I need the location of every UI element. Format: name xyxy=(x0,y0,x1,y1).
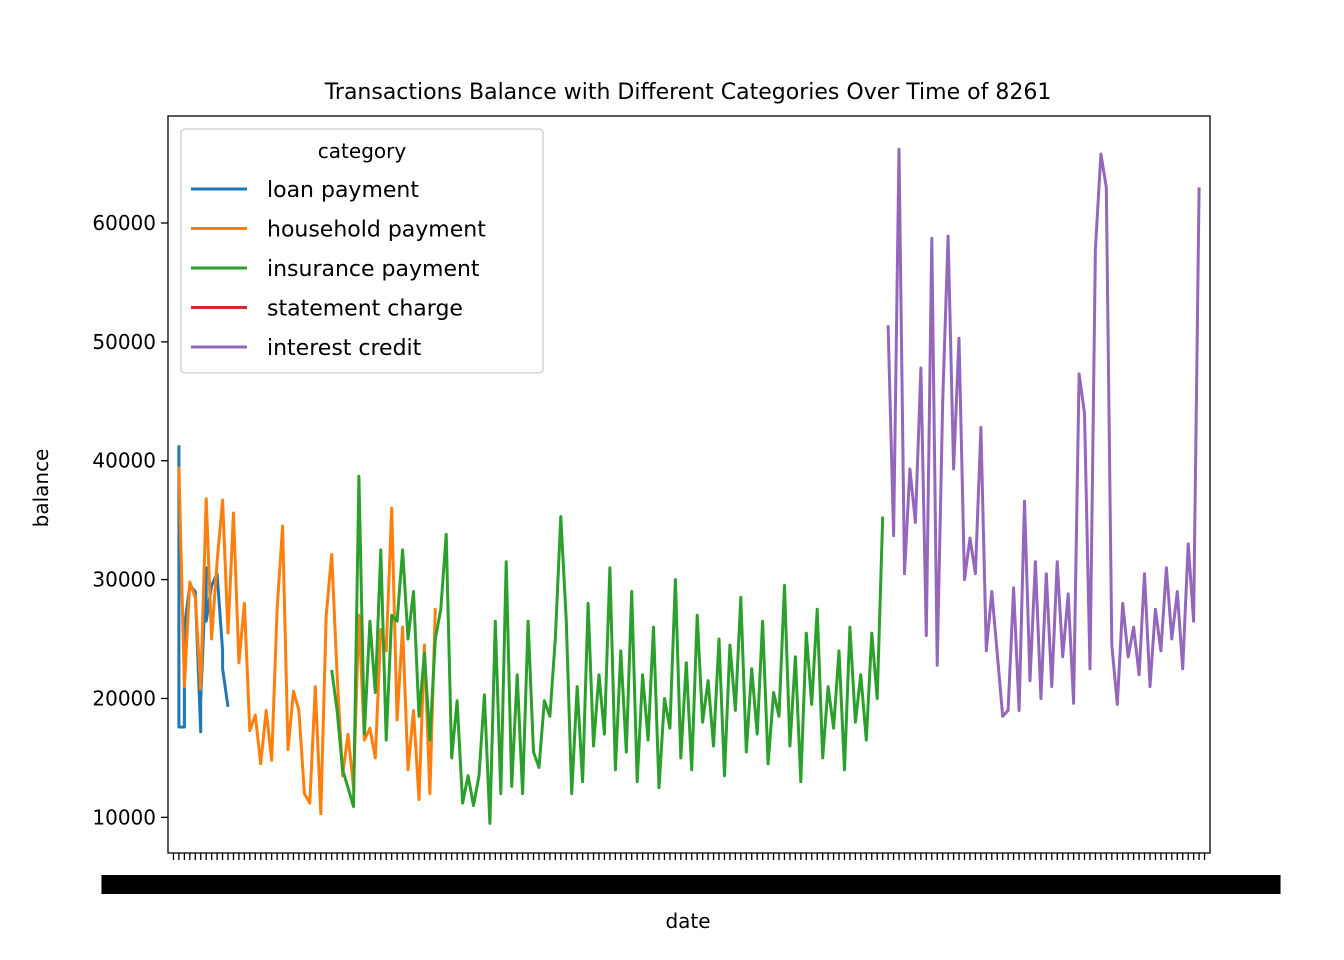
legend-label: insurance payment xyxy=(267,257,480,282)
legend-label: household payment xyxy=(267,218,486,243)
series-line xyxy=(330,474,885,825)
x-tick-label-band xyxy=(101,875,1281,894)
y-tick-label: 10000 xyxy=(92,805,156,829)
legend: category loan payment household payment in… xyxy=(180,128,544,374)
series-line xyxy=(177,445,230,734)
legend-entries: loan payment household payment insurance p… xyxy=(191,178,486,361)
y-tick-label: 60000 xyxy=(92,211,156,235)
x-tick-marks xyxy=(172,853,1206,860)
legend-box xyxy=(180,128,544,374)
series-layer xyxy=(177,147,1201,825)
x-tick-labels-overlap xyxy=(101,875,1281,894)
legend-label: interest credit xyxy=(267,336,422,361)
y-tick-label: 30000 xyxy=(92,568,156,592)
legend-label: loan payment xyxy=(267,178,419,203)
axes-frame xyxy=(167,115,1211,854)
series-line xyxy=(886,147,1201,718)
x-axis xyxy=(101,853,1281,894)
y-tick-label: 40000 xyxy=(92,449,156,473)
y-axis-label: balance xyxy=(29,449,53,528)
y-axis: 10000 20000 30000 40000 50000 60000 xyxy=(92,211,168,829)
y-tick-label: 20000 xyxy=(92,686,156,710)
x-axis-label: date xyxy=(665,909,710,933)
legend-label: statement charge xyxy=(267,297,463,322)
plot-area xyxy=(167,115,1211,854)
series-line xyxy=(177,466,437,816)
y-tick-label: 50000 xyxy=(92,330,156,354)
legend-title: category xyxy=(318,139,407,163)
chart-title: Transactions Balance with Different Cate… xyxy=(324,80,1052,105)
